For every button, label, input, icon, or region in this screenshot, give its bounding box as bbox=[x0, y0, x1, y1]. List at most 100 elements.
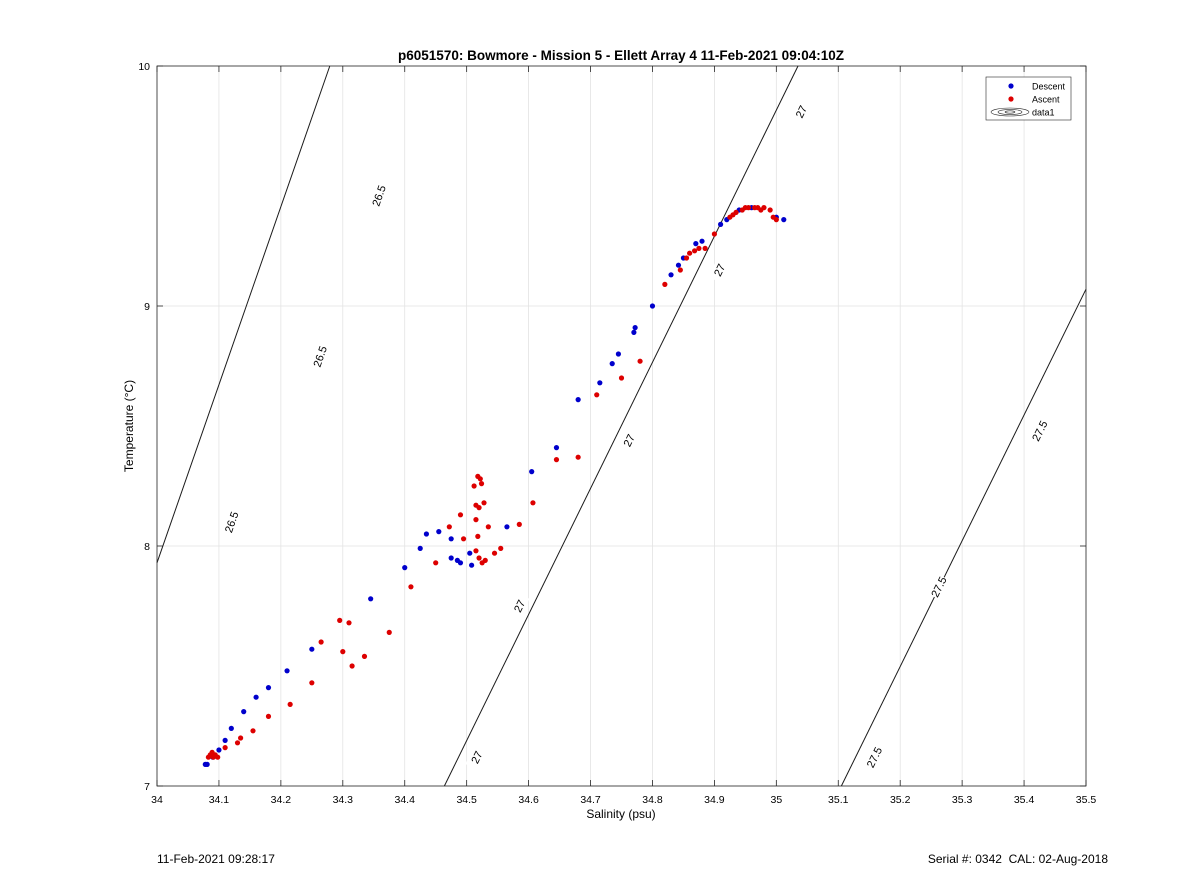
descent-point bbox=[467, 550, 473, 556]
ascent-point bbox=[696, 245, 702, 251]
descent-point bbox=[265, 685, 272, 691]
descent-point bbox=[597, 380, 603, 386]
descent-point bbox=[448, 555, 454, 561]
ascent-point bbox=[702, 245, 708, 251]
ascent-point bbox=[234, 740, 241, 746]
isopycnal-label: 26.5 bbox=[370, 184, 388, 208]
ascent-point bbox=[318, 639, 324, 645]
descent-point bbox=[699, 238, 705, 244]
ascent-point bbox=[485, 524, 491, 530]
descent-point bbox=[675, 262, 682, 268]
descent-point bbox=[417, 545, 423, 552]
isopycnal-label-mask bbox=[465, 744, 487, 770]
descent-point bbox=[436, 529, 442, 535]
x-tick-label: 34.9 bbox=[704, 794, 725, 806]
descent-point bbox=[241, 709, 247, 715]
legend-descent-marker bbox=[1008, 83, 1014, 89]
serial-calibration: Serial #: 0342 CAL: 02-Aug-2018 bbox=[927, 852, 1108, 866]
plot-frame bbox=[156, 65, 1087, 787]
ascent-point bbox=[530, 500, 536, 506]
ascent-point bbox=[238, 735, 244, 741]
isopycnal-label-mask bbox=[221, 509, 241, 535]
x-tick-label: 35.3 bbox=[952, 794, 973, 806]
x-axis-ticks: 34 34.1 34.2 34.3 34.4 34.5 34.6 34.7 34.8 34.9 35… bbox=[151, 66, 1096, 806]
isopycnal-label: 26.5 bbox=[223, 510, 241, 534]
ascent-point bbox=[516, 521, 522, 528]
ascent-point bbox=[553, 457, 560, 463]
ascent-point bbox=[473, 517, 479, 523]
data-points bbox=[202, 205, 787, 768]
ascent-point bbox=[340, 649, 346, 655]
ascent-point bbox=[471, 483, 477, 489]
y-axis-ticks: 7 8 9 10 bbox=[138, 61, 1086, 793]
ascent-point bbox=[309, 680, 315, 686]
ascent-point bbox=[476, 555, 482, 561]
descent-point bbox=[717, 221, 724, 227]
ascent-point bbox=[222, 745, 228, 751]
descent-point bbox=[504, 524, 510, 530]
ascent-point bbox=[662, 281, 668, 287]
descent-point bbox=[615, 351, 622, 357]
ascent-point bbox=[477, 476, 483, 482]
x-tick-label: 34.7 bbox=[580, 794, 601, 806]
y-tick-label: 7 bbox=[144, 781, 150, 793]
ascent-point bbox=[711, 231, 718, 237]
y-tick-label: 10 bbox=[138, 61, 150, 73]
ascent-point bbox=[386, 629, 392, 636]
isopycnal-line bbox=[840, 288, 1087, 787]
x-tick-label: 35 bbox=[770, 794, 782, 806]
legend-descent-label: Descent bbox=[1032, 82, 1066, 92]
ascent-point bbox=[773, 217, 779, 223]
ascent-point bbox=[687, 250, 693, 256]
isopycnal-label: 27 bbox=[469, 749, 485, 765]
isopycnal-label-mask bbox=[1028, 417, 1050, 444]
descent-point bbox=[457, 560, 464, 566]
descent-point bbox=[222, 737, 228, 744]
ascent-point bbox=[618, 375, 625, 381]
isopycnal-label: 27 bbox=[794, 104, 810, 120]
x-tick-label: 35.5 bbox=[1076, 794, 1097, 806]
ascent-point bbox=[250, 728, 256, 734]
x-tick-label: 35.4 bbox=[1014, 794, 1035, 806]
contour-icon bbox=[990, 107, 1030, 117]
legend-ascent-label: Ascent bbox=[1032, 95, 1060, 105]
isopycnal-label-mask bbox=[789, 98, 812, 125]
descent-point bbox=[204, 761, 210, 768]
y-tick-label: 9 bbox=[144, 301, 150, 313]
ascent-point bbox=[491, 550, 498, 556]
descent-point bbox=[368, 596, 374, 602]
ascent-point bbox=[637, 358, 643, 364]
descent-point bbox=[423, 531, 430, 537]
descent-point bbox=[309, 646, 315, 652]
isopycnal-label: 26.5 bbox=[312, 345, 330, 369]
legend-data1-label: data1 bbox=[1032, 108, 1055, 118]
x-tick-label: 34.6 bbox=[518, 794, 539, 806]
x-tick-label: 34.5 bbox=[456, 794, 477, 806]
descent-point bbox=[402, 565, 408, 571]
ascent-point bbox=[337, 617, 343, 624]
isopycnal-line bbox=[443, 65, 799, 787]
ascent-point bbox=[476, 505, 482, 511]
ascent-point bbox=[287, 701, 293, 708]
ascent-point bbox=[683, 255, 690, 261]
descent-point bbox=[529, 469, 535, 475]
chart-title: p6051570: Bowmore - Mission 5 - Ellett A… bbox=[398, 48, 844, 63]
descent-point bbox=[781, 217, 787, 223]
y-axis-label: Temperature (°C) bbox=[122, 380, 136, 472]
ascent-point bbox=[265, 713, 272, 720]
legend: Descent Ascent data1 bbox=[985, 76, 1072, 121]
descent-point bbox=[553, 445, 560, 451]
ascent-point bbox=[482, 557, 488, 564]
descent-point bbox=[284, 668, 290, 674]
ascent-point bbox=[594, 392, 600, 398]
x-tick-label: 34 bbox=[151, 794, 163, 806]
ascent-point bbox=[761, 205, 767, 211]
y-tick-label: 8 bbox=[144, 541, 150, 553]
x-tick-label: 34.8 bbox=[642, 794, 663, 806]
ascent-point bbox=[349, 663, 355, 669]
ascent-point bbox=[446, 524, 452, 530]
ascent-point bbox=[498, 545, 504, 552]
ascent-point bbox=[215, 754, 221, 760]
ascent-point bbox=[475, 533, 481, 540]
